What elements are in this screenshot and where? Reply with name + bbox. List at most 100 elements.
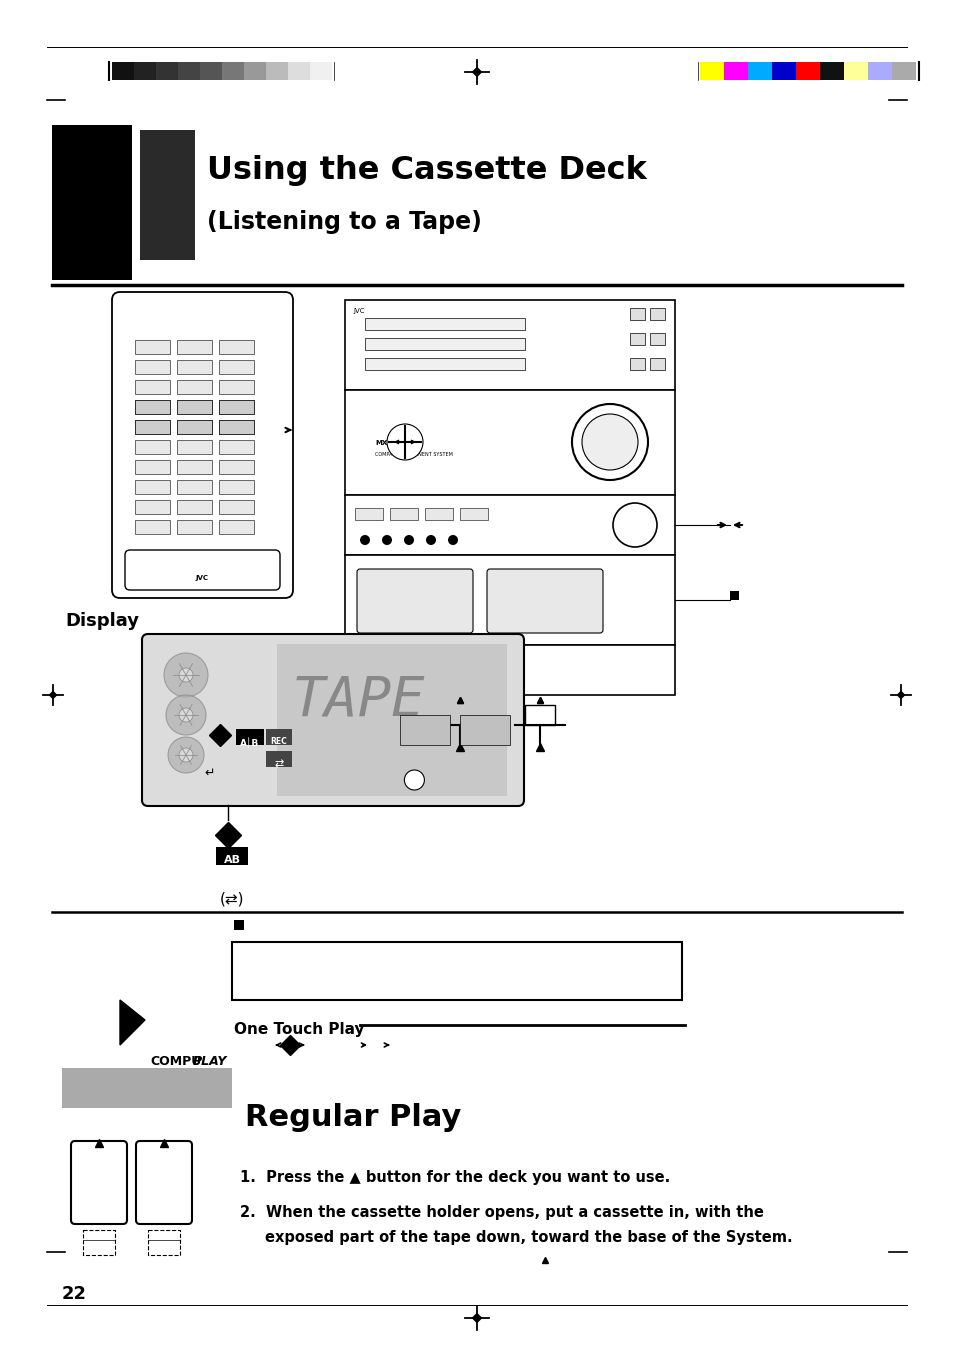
Bar bbox=[233, 919, 244, 930]
Bar bbox=[177, 460, 212, 475]
Circle shape bbox=[403, 535, 414, 545]
Bar bbox=[156, 62, 178, 80]
Text: (⇄): (⇄) bbox=[219, 892, 244, 907]
Text: PLAY: PLAY bbox=[193, 1055, 227, 1068]
Bar bbox=[112, 62, 133, 80]
Circle shape bbox=[179, 748, 193, 763]
Bar bbox=[649, 333, 664, 345]
Bar bbox=[133, 62, 156, 80]
FancyBboxPatch shape bbox=[112, 292, 293, 598]
Bar bbox=[345, 389, 675, 495]
Bar bbox=[232, 942, 681, 1000]
Circle shape bbox=[166, 695, 206, 735]
Bar bbox=[135, 480, 170, 493]
Text: JVC: JVC bbox=[195, 575, 209, 581]
Text: APS DISC SELECTOR: APS DISC SELECTOR bbox=[355, 671, 410, 675]
Bar bbox=[135, 439, 170, 454]
Bar bbox=[345, 556, 675, 645]
Bar bbox=[135, 380, 170, 393]
Text: TAPE: TAPE bbox=[292, 673, 425, 727]
Bar bbox=[135, 360, 170, 375]
Text: Using the Cassette Deck: Using the Cassette Deck bbox=[207, 155, 646, 187]
Bar bbox=[219, 460, 253, 475]
Text: COMPU: COMPU bbox=[150, 1055, 201, 1068]
Bar bbox=[459, 715, 509, 745]
Circle shape bbox=[404, 771, 424, 790]
Bar bbox=[178, 62, 200, 80]
Bar bbox=[177, 400, 212, 414]
Bar bbox=[700, 62, 723, 80]
Bar bbox=[219, 339, 253, 354]
Polygon shape bbox=[49, 691, 57, 699]
Bar bbox=[200, 62, 222, 80]
Bar bbox=[365, 338, 524, 350]
Circle shape bbox=[179, 708, 193, 722]
Bar bbox=[629, 358, 644, 370]
Bar bbox=[52, 124, 132, 280]
Bar bbox=[795, 62, 820, 80]
Circle shape bbox=[613, 503, 657, 548]
Text: 1.  Press the ▲ button for the deck you want to use.: 1. Press the ▲ button for the deck you w… bbox=[240, 1169, 670, 1184]
Text: One Touch Play: One Touch Play bbox=[233, 1022, 364, 1037]
Bar bbox=[177, 420, 212, 434]
Bar bbox=[424, 508, 453, 521]
Bar bbox=[266, 62, 288, 80]
Text: COMPACT COMPONENT SYSTEM: COMPACT COMPONENT SYSTEM bbox=[375, 452, 453, 457]
FancyBboxPatch shape bbox=[136, 1141, 192, 1224]
Text: A│B: A│B bbox=[240, 737, 259, 748]
Bar bbox=[399, 715, 449, 745]
Bar bbox=[629, 308, 644, 320]
Text: JVC: JVC bbox=[353, 308, 364, 314]
Bar bbox=[177, 500, 212, 514]
Bar bbox=[244, 62, 266, 80]
Polygon shape bbox=[471, 1313, 482, 1324]
Bar bbox=[135, 400, 170, 414]
Circle shape bbox=[381, 535, 392, 545]
Polygon shape bbox=[471, 66, 482, 77]
Bar bbox=[277, 644, 506, 796]
Bar bbox=[177, 521, 212, 534]
Bar bbox=[219, 521, 253, 534]
Circle shape bbox=[572, 404, 647, 480]
Text: REC: REC bbox=[271, 737, 287, 746]
Text: ⇄: ⇄ bbox=[274, 758, 283, 769]
Bar bbox=[177, 439, 212, 454]
Bar bbox=[629, 333, 644, 345]
Bar bbox=[215, 846, 248, 865]
Bar bbox=[345, 300, 675, 389]
Text: Display: Display bbox=[65, 612, 139, 630]
Bar bbox=[891, 62, 915, 80]
Bar bbox=[140, 130, 194, 260]
Bar bbox=[820, 62, 843, 80]
Bar bbox=[135, 460, 170, 475]
Bar bbox=[266, 729, 292, 745]
Bar bbox=[177, 400, 212, 414]
Text: ↵: ↵ bbox=[205, 767, 215, 780]
Text: 2.  When the cassette holder opens, put a cassette in, with the: 2. When the cassette holder opens, put a… bbox=[240, 1205, 763, 1220]
Bar bbox=[177, 480, 212, 493]
Text: exposed part of the tape down, toward the base of the System.: exposed part of the tape down, toward th… bbox=[265, 1230, 792, 1245]
Bar bbox=[135, 420, 170, 434]
Circle shape bbox=[426, 535, 436, 545]
Polygon shape bbox=[896, 691, 904, 699]
Circle shape bbox=[448, 535, 457, 545]
Circle shape bbox=[168, 737, 204, 773]
Bar bbox=[649, 308, 664, 320]
Bar bbox=[219, 380, 253, 393]
Bar bbox=[649, 358, 664, 370]
Bar bbox=[288, 62, 310, 80]
FancyBboxPatch shape bbox=[71, 1141, 127, 1224]
Circle shape bbox=[387, 425, 422, 460]
Bar bbox=[219, 420, 253, 434]
Text: (Listening to a Tape): (Listening to a Tape) bbox=[207, 210, 481, 234]
Bar bbox=[219, 439, 253, 454]
Bar bbox=[524, 704, 555, 725]
Bar bbox=[365, 358, 524, 370]
Bar bbox=[135, 500, 170, 514]
FancyBboxPatch shape bbox=[356, 569, 473, 633]
Bar bbox=[345, 645, 675, 695]
Circle shape bbox=[179, 668, 193, 681]
Bar bbox=[177, 339, 212, 354]
Bar bbox=[355, 508, 382, 521]
Text: Regular Play: Regular Play bbox=[245, 1103, 461, 1132]
